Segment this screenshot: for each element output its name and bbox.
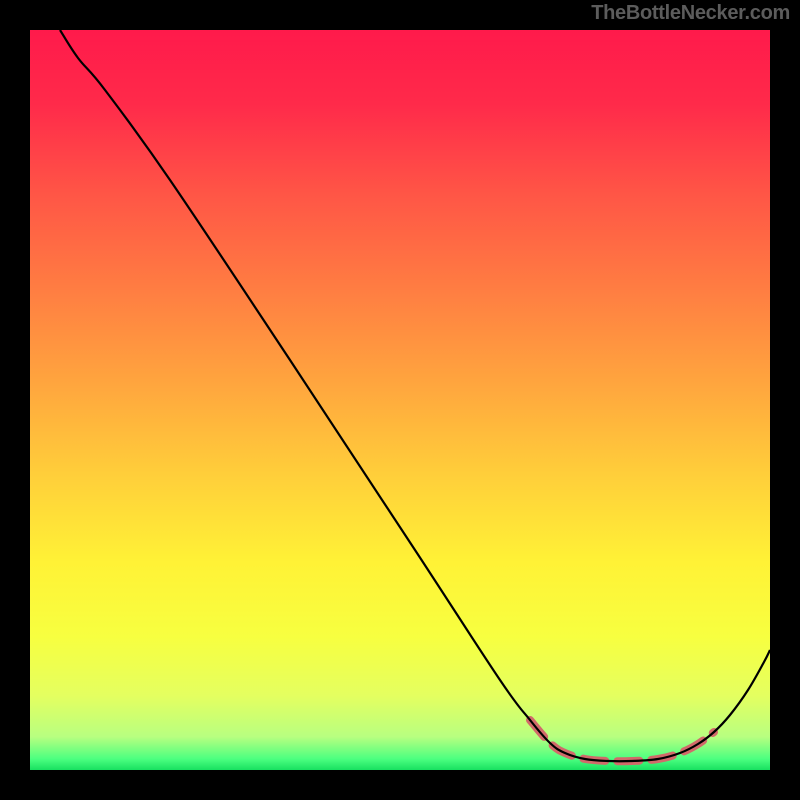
attribution-text: TheBottleNecker.com — [591, 2, 790, 25]
chart-frame: { "attribution": "TheBottleNecker.com", … — [0, 0, 800, 800]
bottleneck-curve — [60, 30, 770, 761]
curve-layer — [30, 30, 770, 770]
bottleneck-zone-marker — [530, 720, 714, 761]
plot-area — [30, 30, 770, 770]
